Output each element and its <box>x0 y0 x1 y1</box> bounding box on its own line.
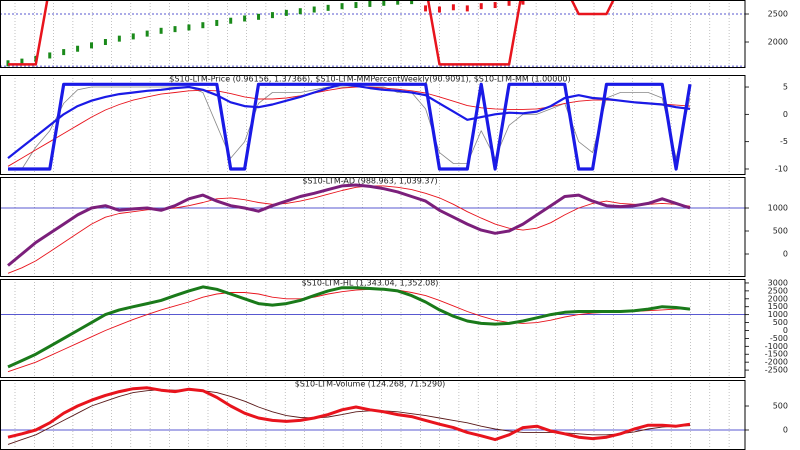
y-tick-label: 0 <box>783 110 788 119</box>
series-line <box>7 185 691 274</box>
candle <box>215 19 219 26</box>
candle <box>257 13 261 20</box>
candle <box>521 0 525 5</box>
series-line <box>7 389 691 445</box>
y-tick-label: 500 <box>773 402 788 411</box>
candle <box>382 0 386 6</box>
y-tick-label: 2000 <box>768 38 788 47</box>
candle <box>117 35 121 42</box>
panel-frame <box>0 75 746 175</box>
candle <box>368 0 372 7</box>
y-tick-label: 1500 <box>768 302 788 311</box>
candle <box>396 0 400 5</box>
candle <box>326 4 330 11</box>
candle <box>270 12 274 19</box>
candle <box>243 15 247 22</box>
candle <box>312 6 316 13</box>
candle <box>90 42 94 49</box>
series-line <box>7 86 691 167</box>
y-tick-label: -5 <box>780 137 788 146</box>
y-tick-label: -10 <box>775 164 788 173</box>
series-line <box>7 288 690 373</box>
candle <box>451 4 455 11</box>
candle <box>20 58 24 65</box>
candle <box>354 2 358 9</box>
y-tick-label: -2500 <box>765 366 788 375</box>
series-line <box>8 0 615 66</box>
candle <box>103 39 107 46</box>
panel <box>7 75 730 175</box>
candle <box>187 24 191 31</box>
candle <box>62 49 66 56</box>
panel-frame <box>0 279 746 378</box>
series-line <box>8 86 691 170</box>
y-tick-label: 0 <box>783 326 788 335</box>
y-tick-label: -2000 <box>765 358 788 367</box>
panel <box>0 0 745 68</box>
y-tick-label: 1000 <box>768 204 788 213</box>
candle <box>159 27 163 34</box>
y-tick-label: 3000 <box>768 278 788 287</box>
panel-title: $S10-LTM-Volume (124.268, 71.5290) <box>295 380 446 389</box>
panel-title: $S10-LTM-HL (1,343.04, 1,352.08) <box>302 279 439 288</box>
panel <box>0 177 745 277</box>
candle <box>76 45 80 52</box>
series-line <box>7 386 691 442</box>
candle <box>465 5 469 12</box>
y-tick-label: 500 <box>773 227 788 236</box>
series-line <box>8 82 692 171</box>
candle <box>437 6 441 13</box>
y-tick-label: -1000 <box>765 342 788 351</box>
candle <box>479 3 483 10</box>
candle <box>48 52 52 59</box>
candle <box>298 8 302 15</box>
y-tick-label: 0 <box>783 425 788 434</box>
candle <box>424 5 428 12</box>
y-tick-label: -1500 <box>765 350 788 359</box>
y-tick-label: 2000 <box>768 294 788 303</box>
panel-frame <box>0 380 746 450</box>
y-tick-label: 2500 <box>768 286 788 295</box>
panel <box>0 380 745 450</box>
candle <box>340 3 344 10</box>
y-tick-label: 1000 <box>768 310 788 319</box>
candle <box>284 9 288 16</box>
y-tick-label: 0 <box>783 250 788 259</box>
candle <box>229 17 233 24</box>
candle <box>201 22 205 29</box>
candle <box>173 26 177 33</box>
candle <box>507 0 511 6</box>
series-line <box>7 183 691 267</box>
y-tick-label: 500 <box>773 318 788 327</box>
panel-frame <box>0 0 746 68</box>
candle <box>131 33 135 40</box>
y-tick-label: -500 <box>770 334 788 343</box>
series-line <box>7 285 691 369</box>
candle <box>410 0 414 5</box>
candle <box>493 2 497 9</box>
candle <box>145 30 149 37</box>
panel <box>0 279 745 378</box>
panel-title: $S10-LTM-AD (988.963, 1,039.37) <box>302 177 437 186</box>
y-tick-label: 5 <box>783 83 788 92</box>
series-line <box>7 83 691 159</box>
panel-frame <box>0 177 746 277</box>
y-tick-label: 2500 <box>768 10 788 19</box>
panel-title: $S10-LTM-Price (0.96156, 1.37366), $S10-… <box>169 75 570 84</box>
